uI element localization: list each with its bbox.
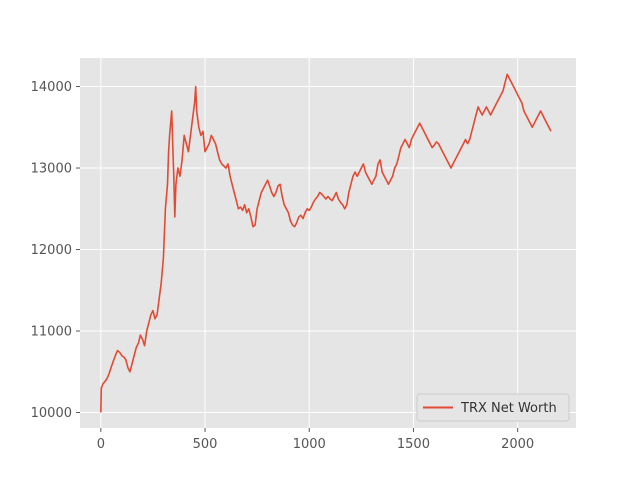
series-line-trx-net-worth bbox=[100, 73, 552, 413]
y-tick-label: 10000 bbox=[31, 406, 72, 421]
y-tick-label: 14000 bbox=[31, 80, 72, 95]
legend-label: TRX Net Worth bbox=[460, 401, 557, 416]
x-tick-label: 2000 bbox=[501, 437, 534, 452]
x-tick-label: 1500 bbox=[397, 437, 430, 452]
y-tick-label: 11000 bbox=[31, 325, 72, 340]
x-tick-label: 0 bbox=[97, 437, 105, 452]
legend: TRX Net Worth bbox=[416, 393, 570, 422]
series-layer bbox=[100, 73, 552, 413]
grid bbox=[80, 58, 576, 428]
x-axis: 0 500 1000 1500 2000 bbox=[97, 428, 534, 452]
legend-box bbox=[416, 393, 570, 422]
x-tick-label: 500 bbox=[193, 437, 218, 452]
x-tick-label: 1000 bbox=[293, 437, 326, 452]
y-tick-label: 12000 bbox=[31, 243, 72, 258]
y-axis: 10000 11000 12000 13000 14000 bbox=[31, 80, 80, 421]
y-tick-label: 13000 bbox=[31, 162, 72, 177]
plot-area bbox=[80, 58, 576, 428]
